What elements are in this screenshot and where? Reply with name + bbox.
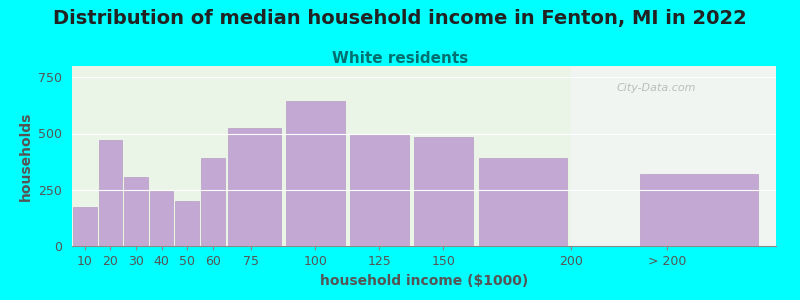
Bar <box>150 191 174 246</box>
Bar <box>201 158 225 246</box>
X-axis label: household income ($1000): household income ($1000) <box>320 274 528 288</box>
Bar <box>286 101 345 246</box>
Bar <box>124 177 148 246</box>
Bar <box>640 174 758 246</box>
Bar <box>571 66 776 246</box>
Text: City-Data.com: City-Data.com <box>617 82 696 93</box>
Y-axis label: households: households <box>18 111 33 201</box>
Bar <box>350 134 409 246</box>
Bar <box>228 128 281 246</box>
Text: Distribution of median household income in Fenton, MI in 2022: Distribution of median household income … <box>53 9 747 28</box>
Text: White residents: White residents <box>332 51 468 66</box>
Bar <box>72 66 571 246</box>
Bar <box>414 137 473 246</box>
Bar <box>479 158 567 246</box>
Bar <box>175 201 199 246</box>
Bar <box>73 207 97 246</box>
Bar <box>98 140 122 246</box>
